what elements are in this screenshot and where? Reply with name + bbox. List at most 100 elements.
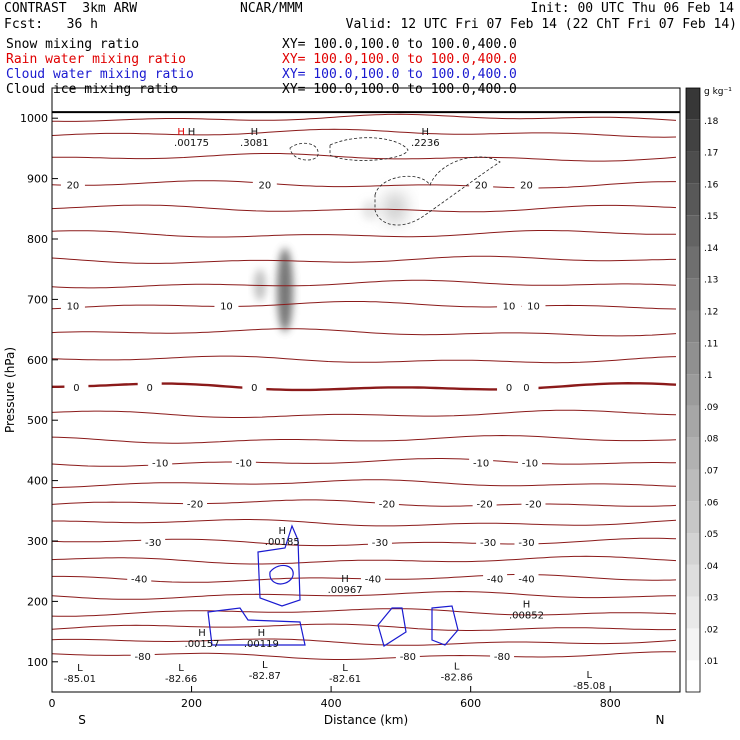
colorbar-tick-label: .17 [704, 149, 718, 159]
contour-label: -20 [525, 500, 541, 511]
colorbar-tick-label: .18 [704, 117, 719, 127]
contour-label-bg [137, 380, 162, 393]
temperature-contour [51, 623, 677, 631]
colorbar-segment [686, 596, 700, 629]
y-tick-label: 100 [27, 656, 48, 669]
contour-label: -10 [152, 458, 168, 469]
contour-label: -30 [372, 538, 388, 549]
x-tick-label: 0 [49, 697, 56, 710]
contour-label: -30 [145, 538, 161, 549]
colorbar-tick-label: .15 [704, 212, 718, 222]
extremum-marker: H [341, 574, 349, 585]
contour-label: 10 [67, 301, 80, 312]
shade-upper [383, 192, 407, 224]
colorbar-tick-label: .14 [704, 244, 719, 254]
extremum-marker: L [454, 662, 460, 673]
cloud-water-contour [207, 607, 306, 646]
contour-label-bg [64, 380, 89, 393]
temperature-contour [51, 355, 677, 364]
extremum-marker: L [342, 663, 348, 674]
colorbar-tick-label: .04 [704, 562, 719, 572]
colorbar-unit: g kg⁻¹ [704, 87, 732, 97]
extremum-marker: H [422, 127, 430, 138]
colorbar-tick-label: .1 [704, 371, 713, 381]
field-xy: XY= 100.0,100.0 to 100.0,400.0 [282, 67, 517, 82]
extremum-marker: H [258, 628, 266, 639]
colorbar-tick-label: .11 [704, 339, 718, 349]
extremum-value: -82.61 [329, 674, 361, 685]
contour-label-bg [476, 536, 501, 549]
contour-label-bg [514, 536, 539, 549]
colorbar-segment [686, 660, 700, 692]
colorbar-segment [686, 151, 700, 184]
extremum-marker: H [251, 127, 259, 138]
shade-upper-left [362, 200, 378, 220]
colorbar-segment [686, 469, 700, 502]
temperature-contour [51, 279, 677, 289]
contour-label-bg [127, 572, 152, 585]
temperature-contour [51, 434, 677, 444]
contour-label-bg [521, 497, 546, 510]
cloud-ice-contour [329, 137, 409, 161]
extremum-value: -82.86 [441, 673, 473, 684]
extremum-value: .2236 [411, 138, 440, 149]
contour-label-bg [130, 649, 155, 662]
contour-label: 0 [147, 383, 153, 394]
temperature-contour [51, 638, 677, 646]
contour-label: -20 [476, 500, 492, 511]
extremum-marker: H [188, 127, 196, 138]
colorbar-tick-label: .06 [704, 498, 719, 508]
contour-label-bg [514, 572, 539, 585]
colorbar-tick-label: .03 [704, 594, 718, 604]
contour-label-bg [367, 536, 392, 549]
contour-label: -40 [518, 574, 534, 585]
contour-label: -80 [400, 652, 416, 663]
contour-label: 20 [475, 181, 488, 192]
colorbar-segment [686, 119, 700, 152]
y-tick-label: 300 [27, 535, 48, 548]
x-axis-label: Distance (km) [324, 713, 408, 727]
contour-label-bg [252, 178, 277, 191]
colorbar-tick-label: .16 [704, 180, 719, 190]
y-tick-label: 1000 [20, 112, 48, 125]
colorbar-tick-label: .05 [704, 530, 718, 540]
y-tick-label: 600 [27, 354, 48, 367]
temperature-contour [51, 128, 677, 138]
cloud-ice-contour [374, 156, 501, 226]
extremum-marker: H [523, 599, 531, 610]
contour-label-bg [360, 572, 385, 585]
x-end-label-north: N [656, 713, 665, 727]
y-tick-label: 900 [27, 173, 48, 186]
temperature-contour [51, 651, 676, 660]
forecast-hour: Fcst: 36 h [4, 17, 98, 32]
contour-label: 20 [67, 181, 80, 192]
temperature-contour [51, 230, 677, 238]
colorbar-tick-label: .09 [704, 403, 719, 413]
colorbar-tick-label: .13 [704, 276, 718, 286]
field-xy: XY= 100.0,100.0 to 100.0,400.0 [282, 52, 517, 67]
extremum-value: -85.08 [573, 681, 605, 692]
contour-label-bg [514, 380, 539, 393]
contour-label-bg [469, 456, 494, 469]
contour-label: -40 [365, 574, 381, 585]
temperature-contour [51, 590, 677, 600]
colorbar-tick-label: .12 [704, 308, 718, 318]
contour-label-bg [141, 536, 166, 549]
field-name: Cloud ice mixing ratio [6, 82, 179, 97]
contour-label: 20 [520, 181, 533, 192]
contour-label: 10 [503, 301, 516, 312]
extremum-value: .00185 [265, 537, 300, 548]
cloud-water-contour [257, 524, 301, 607]
y-tick-label: 500 [27, 414, 48, 427]
contour-label: 0 [523, 383, 529, 394]
contour-label: -30 [518, 538, 534, 549]
contour-label: -20 [379, 500, 395, 511]
contour-label: -20 [187, 500, 203, 511]
extremum-value: .3081 [240, 138, 269, 149]
colorbar-segment [686, 533, 700, 565]
temperature-contour [51, 328, 677, 337]
temperature-contour [51, 409, 677, 418]
contour-label: -40 [131, 574, 147, 585]
colorbar-segment [686, 88, 700, 120]
